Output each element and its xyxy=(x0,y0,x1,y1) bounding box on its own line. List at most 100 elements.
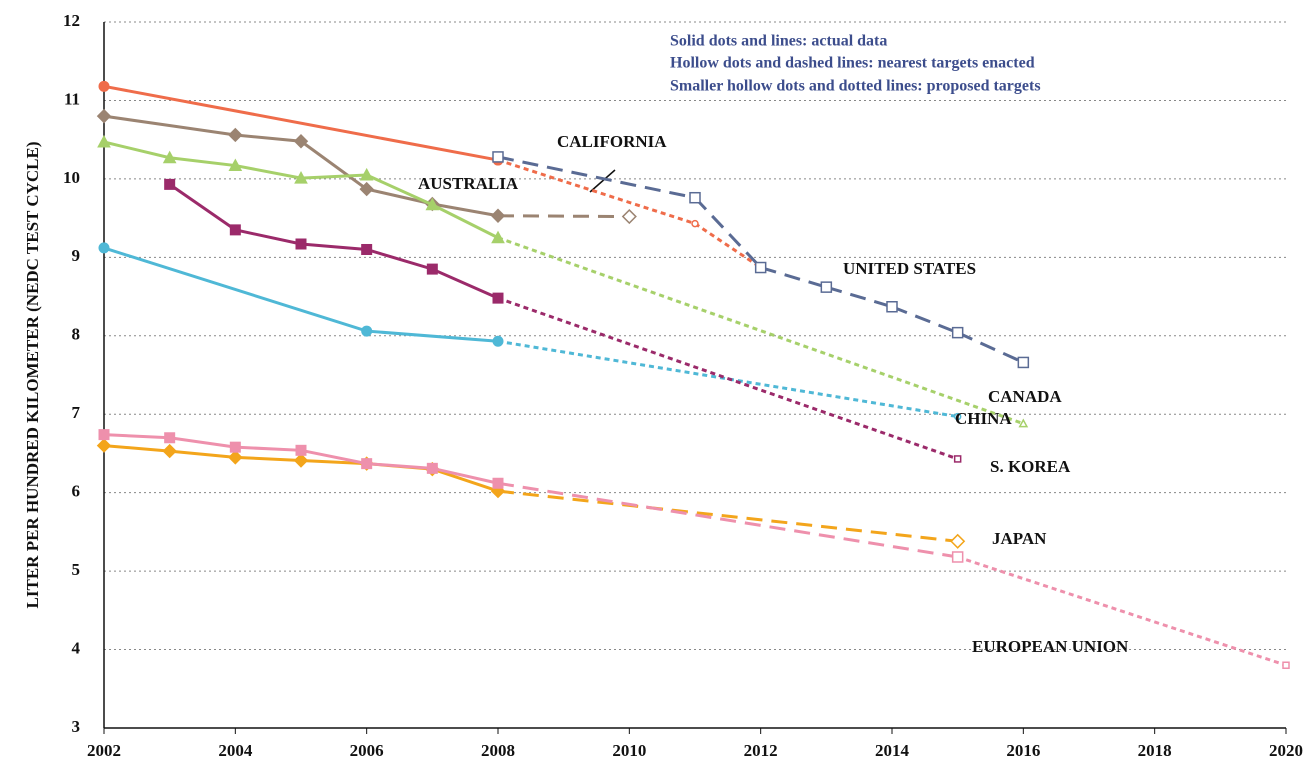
target-line xyxy=(497,236,1024,426)
marker xyxy=(691,219,699,228)
target-line xyxy=(694,222,762,269)
x-tick-label: 2004 xyxy=(218,741,253,760)
target-line xyxy=(497,214,630,219)
x-tick-label: 2008 xyxy=(481,741,515,760)
series-line xyxy=(103,114,499,218)
marker xyxy=(229,441,241,453)
marker xyxy=(359,167,374,181)
x-tick-label: 2002 xyxy=(87,741,121,760)
y-tick-label: 11 xyxy=(64,89,80,108)
x-tick-label: 2018 xyxy=(1138,741,1172,760)
marker xyxy=(293,134,309,149)
marker xyxy=(295,444,307,456)
series-label: CANADA xyxy=(988,387,1062,406)
x-tick-label: 2014 xyxy=(875,741,910,760)
x-tick-label: 2010 xyxy=(612,741,646,760)
marker xyxy=(361,458,373,470)
series-label: S. KOREA xyxy=(990,457,1071,476)
annotation: Solid dots and lines: actual data xyxy=(670,33,887,50)
series-label: AUSTRALIA xyxy=(418,174,519,193)
series-label: CALIFORNIA xyxy=(557,132,667,151)
marker xyxy=(754,261,767,274)
marker xyxy=(820,281,833,293)
marker xyxy=(492,151,504,163)
marker xyxy=(953,412,962,421)
marker xyxy=(951,551,964,563)
y-tick-label: 6 xyxy=(72,482,81,501)
marker xyxy=(361,325,373,337)
target-line xyxy=(957,555,1287,667)
marker xyxy=(229,224,241,236)
series-line xyxy=(168,183,499,300)
y-tick-label: 9 xyxy=(72,246,81,265)
marker xyxy=(951,326,964,339)
annotation: Hollow dots and dashed lines: nearest ta… xyxy=(670,55,1035,72)
marker xyxy=(359,181,374,197)
marker xyxy=(97,134,111,148)
y-tick-label: 10 xyxy=(63,168,80,187)
x-tick-label: 2006 xyxy=(350,741,384,760)
target-line xyxy=(497,155,696,200)
marker xyxy=(361,243,373,255)
marker xyxy=(228,127,243,143)
marker xyxy=(426,263,438,275)
target-line xyxy=(891,305,959,335)
marker xyxy=(164,178,176,190)
marker xyxy=(689,191,701,204)
marker xyxy=(492,335,504,347)
marker xyxy=(950,533,966,549)
y-axis-label: LITER PER HUNDRED KILOMETER (NEDC TEST C… xyxy=(23,142,42,609)
marker xyxy=(293,453,309,468)
annotation: Smaller hollow dots and dotted lines: pr… xyxy=(670,78,1041,95)
y-tick-label: 5 xyxy=(72,560,81,579)
marker xyxy=(426,462,438,474)
series-label: JAPAN xyxy=(992,529,1047,548)
y-tick-label: 7 xyxy=(72,403,81,422)
series-label: EUROPEAN UNION xyxy=(972,637,1129,656)
target-line xyxy=(760,266,827,289)
marker xyxy=(425,197,440,211)
marker xyxy=(492,292,504,304)
marker xyxy=(164,432,176,444)
target-line xyxy=(693,196,762,269)
series-label: CHINA xyxy=(955,409,1012,428)
x-tick-label: 2020 xyxy=(1269,741,1303,760)
x-tick-label: 2016 xyxy=(1006,741,1040,760)
series-line xyxy=(103,246,499,343)
marker xyxy=(492,477,504,489)
target-line xyxy=(497,158,696,226)
marker xyxy=(162,150,177,164)
marker xyxy=(953,455,962,463)
marker xyxy=(96,108,112,124)
marker xyxy=(1282,661,1290,669)
marker xyxy=(1018,418,1029,428)
marker xyxy=(162,443,177,459)
target-line xyxy=(497,296,959,461)
marker xyxy=(98,429,110,441)
marker xyxy=(490,208,506,223)
target-line xyxy=(497,489,958,543)
marker xyxy=(228,450,243,465)
y-tick-label: 12 xyxy=(63,11,80,30)
marker xyxy=(294,171,308,184)
target-line xyxy=(497,339,958,419)
target-line xyxy=(957,331,1024,364)
series-line xyxy=(103,84,499,162)
y-tick-label: 4 xyxy=(72,638,81,657)
x-tick-label: 2012 xyxy=(744,741,778,760)
marker xyxy=(621,208,637,225)
marker xyxy=(886,301,898,313)
leader-line xyxy=(589,169,616,193)
target-line xyxy=(825,285,893,309)
y-tick-label: 8 xyxy=(72,325,81,344)
marker xyxy=(491,230,505,244)
marker xyxy=(96,438,112,453)
y-tick-label: 3 xyxy=(72,717,81,736)
marker xyxy=(228,158,243,172)
target-line xyxy=(497,481,958,559)
marker xyxy=(98,80,110,92)
marker xyxy=(295,238,307,250)
marker xyxy=(98,242,110,254)
marker xyxy=(1017,356,1030,369)
